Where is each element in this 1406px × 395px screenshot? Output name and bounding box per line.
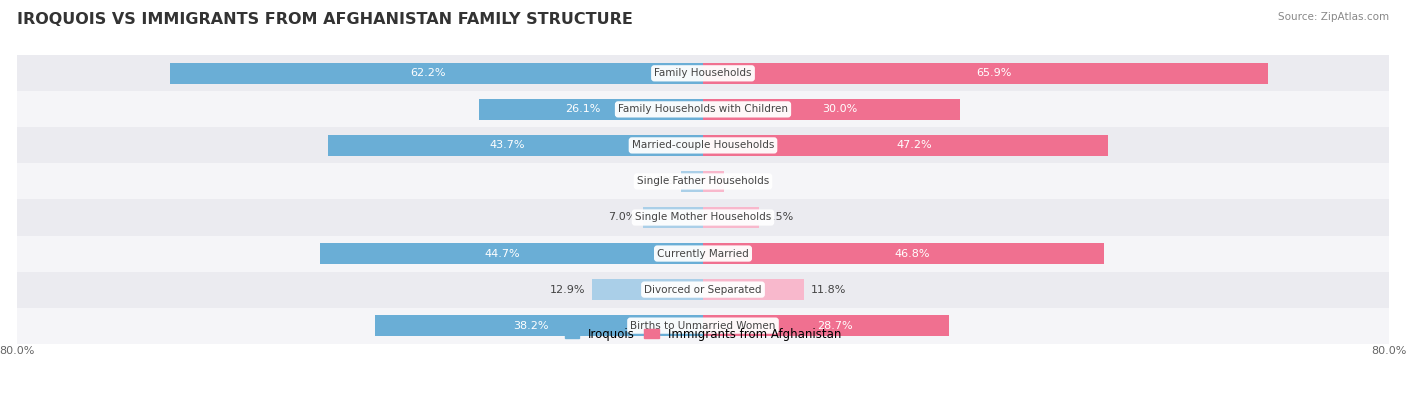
Text: Married-couple Households: Married-couple Households (631, 140, 775, 150)
Text: 28.7%: 28.7% (817, 321, 852, 331)
Text: Family Households: Family Households (654, 68, 752, 78)
Bar (17, 272, 1389, 308)
Bar (17, 199, 1389, 235)
Text: Single Mother Households: Single Mother Households (636, 213, 770, 222)
Text: Births to Unmarried Women: Births to Unmarried Women (630, 321, 776, 331)
Bar (319, 243, 703, 264)
Text: Currently Married: Currently Married (657, 248, 749, 259)
Text: Divorced or Separated: Divorced or Separated (644, 284, 762, 295)
Bar (479, 99, 703, 120)
Bar (643, 207, 703, 228)
Text: 65.9%: 65.9% (977, 68, 1012, 78)
Text: 44.7%: 44.7% (485, 248, 520, 259)
Bar (703, 135, 1108, 156)
Text: 6.5%: 6.5% (766, 213, 794, 222)
Bar (17, 164, 1389, 199)
Bar (703, 99, 960, 120)
Text: Family Households with Children: Family Households with Children (619, 104, 787, 115)
Bar (703, 63, 1268, 84)
Text: 12.9%: 12.9% (550, 284, 585, 295)
Text: IROQUOIS VS IMMIGRANTS FROM AFGHANISTAN FAMILY STRUCTURE: IROQUOIS VS IMMIGRANTS FROM AFGHANISTAN … (17, 12, 633, 27)
Text: 38.2%: 38.2% (513, 321, 548, 331)
Bar (375, 315, 703, 336)
Bar (170, 63, 703, 84)
Bar (703, 315, 949, 336)
Text: 62.2%: 62.2% (411, 68, 446, 78)
Bar (681, 171, 703, 192)
Text: 2.4%: 2.4% (731, 177, 759, 186)
Bar (17, 235, 1389, 272)
Text: 43.7%: 43.7% (489, 140, 524, 150)
Text: Source: ZipAtlas.com: Source: ZipAtlas.com (1278, 12, 1389, 22)
Legend: Iroquois, Immigrants from Afghanistan: Iroquois, Immigrants from Afghanistan (565, 327, 841, 340)
Bar (17, 128, 1389, 164)
Bar (703, 171, 724, 192)
Text: Single Father Households: Single Father Households (637, 177, 769, 186)
Bar (17, 91, 1389, 128)
Bar (703, 279, 804, 300)
Bar (17, 308, 1389, 344)
Text: 7.0%: 7.0% (607, 213, 636, 222)
Text: 26.1%: 26.1% (565, 104, 600, 115)
Bar (703, 207, 759, 228)
Bar (592, 279, 703, 300)
Text: 11.8%: 11.8% (811, 284, 846, 295)
Text: 30.0%: 30.0% (823, 104, 858, 115)
Bar (328, 135, 703, 156)
Text: 2.6%: 2.6% (645, 177, 673, 186)
Text: 47.2%: 47.2% (896, 140, 932, 150)
Text: 46.8%: 46.8% (894, 248, 929, 259)
Bar (17, 55, 1389, 91)
Bar (703, 243, 1104, 264)
